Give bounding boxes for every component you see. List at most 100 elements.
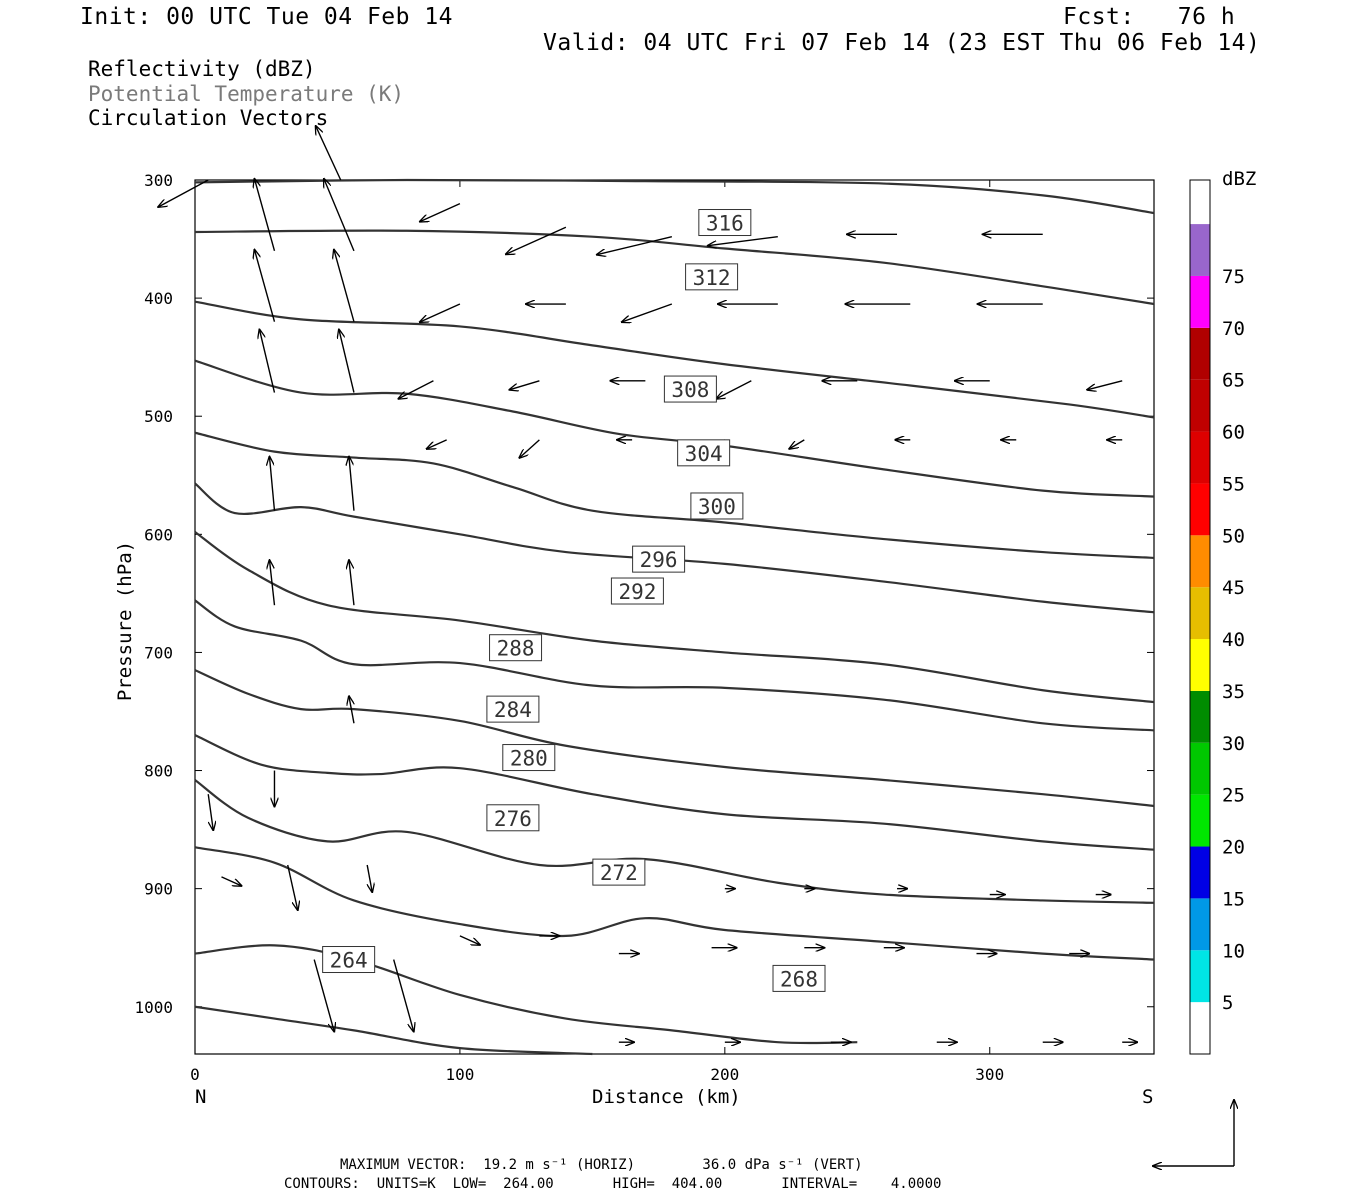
theta-contour-280 — [194, 734, 1155, 851]
circulation-vector — [509, 380, 540, 390]
x-tick-label: 100 — [445, 1065, 474, 1084]
contour-label: 288 — [497, 637, 535, 661]
theta-contour-264 — [194, 1005, 593, 1056]
contour-label: 292 — [618, 580, 656, 604]
colorbar-label: 45 — [1222, 577, 1245, 599]
init-time: Init: 00 UTC Tue 04 Feb 14 — [80, 4, 454, 30]
theta-contour-300 — [194, 431, 1155, 560]
contour-label: 268 — [780, 967, 818, 991]
circulation-vector — [287, 864, 298, 910]
contour-label: 316 — [706, 212, 744, 236]
footer-contours: CONTOURS: UNITS=K LOW= 264.00 HIGH= 404.… — [284, 1176, 942, 1192]
circulation-vector — [519, 439, 540, 458]
colorbar-band — [1190, 379, 1210, 432]
theta-contour-272 — [194, 846, 1155, 961]
theta-contour-268 — [194, 944, 858, 1045]
contour-label: 312 — [693, 266, 731, 290]
theta-contour-292 — [194, 531, 1155, 704]
circulation-vector — [622, 303, 673, 322]
contour-label: 264 — [330, 949, 368, 973]
x-tick-label: 0 — [190, 1065, 200, 1084]
circulation-vector — [459, 935, 480, 945]
colorbar-label: 50 — [1222, 525, 1245, 547]
colorbar-band — [1190, 742, 1210, 795]
x-axis-north-label: N — [195, 1086, 207, 1108]
circulation-vector — [349, 696, 355, 724]
x-tick-label: 300 — [975, 1065, 1004, 1084]
circulation-vector — [708, 235, 778, 246]
colorbar-label: 10 — [1222, 940, 1245, 962]
circulation-vector — [366, 864, 372, 892]
circulation-vector — [334, 250, 355, 322]
contour-label-box — [632, 545, 686, 573]
circulation-vector — [349, 457, 355, 511]
theta-contour-284 — [194, 669, 1155, 808]
contour-label-box — [592, 858, 646, 886]
contour-label-box — [685, 263, 739, 291]
legend-circulation-vectors: Circulation Vectors — [88, 106, 329, 130]
theta-contour-304 — [194, 359, 1155, 498]
contour-label-box — [502, 744, 556, 772]
legend-reflectivity: Reflectivity (dBZ) — [88, 57, 316, 81]
circulation-vector — [420, 303, 461, 322]
y-tick-label: 1000 — [134, 998, 173, 1017]
contour-label: 296 — [640, 548, 678, 572]
y-tick-label: 900 — [144, 880, 173, 899]
colorbar-label: 75 — [1222, 266, 1245, 288]
contour-label: 304 — [685, 442, 723, 466]
circulation-vector — [254, 179, 276, 252]
contour-label-box — [489, 634, 543, 662]
circulation-vector — [221, 876, 241, 886]
contour-label-box — [486, 804, 540, 832]
contour-label-box — [690, 492, 744, 520]
circulation-vector — [259, 330, 276, 393]
x-tick-label: 200 — [710, 1065, 739, 1084]
colorbar-label: 20 — [1222, 837, 1245, 859]
colorbar-band — [1190, 483, 1210, 536]
colorbar-band — [1190, 898, 1210, 951]
colorbar-outline — [1189, 179, 1211, 1055]
contour-label: 276 — [494, 807, 532, 831]
contour-label-box — [322, 946, 376, 974]
colorbar-band — [1190, 587, 1210, 640]
theta-contour-308 — [194, 300, 1155, 419]
circulation-vector — [207, 794, 213, 830]
y-tick-label: 300 — [144, 171, 173, 190]
contour-label-box — [486, 695, 540, 723]
colorbar-label: 5 — [1222, 992, 1233, 1014]
circulation-vector — [1087, 380, 1123, 390]
colorbar-label: 60 — [1222, 422, 1245, 444]
colorbar-band — [1190, 794, 1210, 847]
colorbar-label: 35 — [1222, 681, 1245, 703]
circulation-vector — [420, 202, 461, 222]
theta-contour-296 — [194, 482, 1155, 614]
colorbar-band — [1190, 846, 1210, 899]
legend-potential-temperature: Potential Temperature (K) — [88, 82, 405, 106]
circulation-vector — [597, 236, 673, 255]
circulation-vector — [789, 439, 805, 449]
circulation-vector — [313, 959, 334, 1032]
colorbar-label: 55 — [1222, 473, 1245, 495]
circulation-vector — [269, 560, 276, 606]
x-axis-title: Distance (km) — [592, 1086, 741, 1108]
colorbar-label: 25 — [1222, 785, 1245, 807]
colorbar-label: 40 — [1222, 629, 1245, 651]
contour-label: 272 — [600, 861, 638, 885]
circulation-vector — [716, 380, 752, 399]
colorbar-band — [1190, 535, 1210, 588]
colorbar-band — [1190, 639, 1210, 691]
plot-frame — [194, 179, 1155, 1055]
circulation-vector — [398, 380, 434, 399]
circulation-vector — [349, 560, 355, 606]
colorbar-band — [1190, 275, 1210, 328]
colorbar-label: 65 — [1222, 370, 1245, 392]
contour-label-box — [663, 375, 717, 403]
contour-label: 308 — [671, 378, 709, 402]
circulation-vector — [427, 439, 447, 449]
circulation-vector — [324, 179, 355, 252]
circulation-vector — [254, 250, 276, 322]
theta-contour-316 — [194, 178, 1155, 215]
colorbar-label: 30 — [1222, 733, 1245, 755]
circulation-vector — [269, 457, 276, 511]
